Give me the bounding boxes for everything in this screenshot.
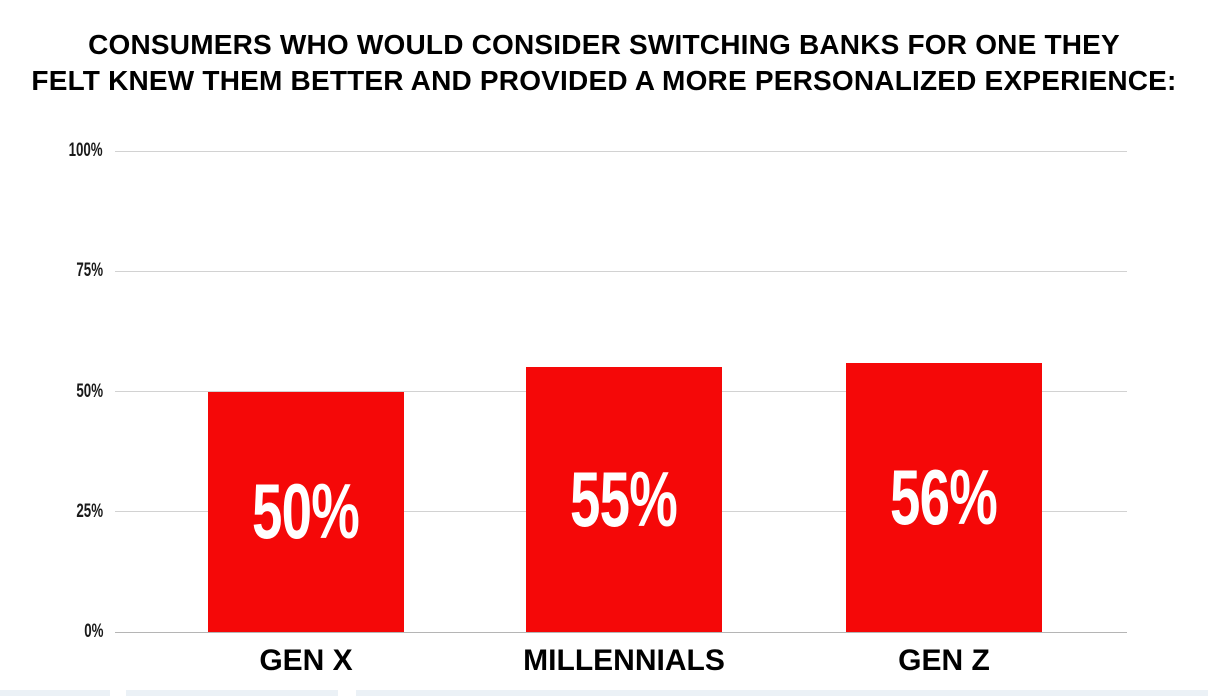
- y-tick-label: 25%: [0, 501, 103, 523]
- bar-millennials: 55%: [526, 367, 722, 632]
- gridline: [115, 150, 1127, 152]
- y-tick-label-text: 0%: [83, 621, 103, 642]
- y-tick-label: 100%: [0, 140, 103, 162]
- x-axis-baseline: [115, 631, 1127, 633]
- bar-gen-x: 50%: [208, 391, 404, 632]
- y-tick-label-text: 100%: [68, 140, 103, 161]
- gridline: [115, 270, 1127, 272]
- y-tick-label: 75%: [0, 260, 103, 282]
- y-tick-label-text: 25%: [76, 500, 103, 522]
- page-bottom-strip-segment: [126, 690, 338, 696]
- y-tick-label-text: 75%: [76, 260, 103, 282]
- plot-area: 0% 25% 50% 75% 100% 50% GEN X 55% MILLENNIALS 56%…: [69, 140, 1127, 676]
- category-label-gen-x: GEN X: [259, 644, 353, 677]
- chart-title-line-2: FELT KNEW THEM BETTER AND PROVIDED A MOR…: [31, 65, 1177, 96]
- bar-value-label: 50%: [252, 467, 360, 556]
- page-bottom-strip-segment: [356, 690, 1208, 696]
- y-tick-label-text: 50%: [76, 380, 103, 402]
- category-label-millennials: MILLENNIALS: [523, 644, 725, 677]
- chart-title: CONSUMERS WHO WOULD CONSIDER SWITCHING B…: [0, 27, 1208, 99]
- y-tick-label: 50%: [0, 381, 103, 403]
- chart-title-line-1: CONSUMERS WHO WOULD CONSIDER SWITCHING B…: [88, 29, 1120, 60]
- bar-value-label: 56%: [890, 452, 998, 541]
- bar-gen-z: 56%: [846, 362, 1042, 632]
- page-bottom-strip-segment: [0, 690, 110, 696]
- category-label-gen-z: GEN Z: [898, 644, 990, 677]
- y-tick-label: 0%: [0, 621, 103, 643]
- bar-value-label: 55%: [570, 455, 678, 544]
